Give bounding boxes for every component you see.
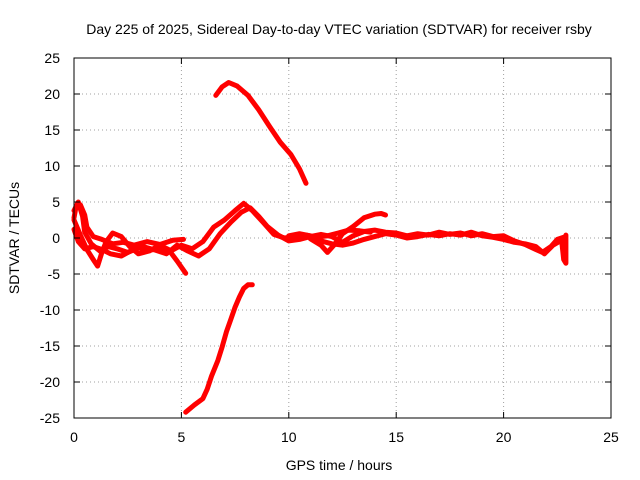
- x-tick-label: 25: [603, 429, 619, 445]
- y-tick-label: -15: [40, 338, 60, 354]
- y-tick-label: 5: [52, 194, 60, 210]
- series-layer: [71, 80, 569, 415]
- series-line-arc-c: [71, 205, 567, 259]
- x-tick-label: 5: [178, 429, 186, 445]
- series-line-arc-e: [286, 229, 569, 266]
- y-tick-label: -20: [40, 374, 60, 390]
- series-line-arc-b: [71, 217, 189, 276]
- y-tick-label: -10: [40, 302, 60, 318]
- y-tick-label: 15: [44, 122, 60, 138]
- y-tick-label: -25: [40, 410, 60, 426]
- x-tick-label: 20: [496, 429, 512, 445]
- y-tick-label: 0: [52, 230, 60, 246]
- x-tick-label: 10: [281, 429, 297, 445]
- grid-layer: [74, 58, 611, 418]
- tick-layer: 0 5 10 15 20 25 -25 -20 -15 -10 -5 0 5 10 15 20 25: [40, 50, 619, 445]
- x-tick-label: 0: [70, 429, 78, 445]
- y-tick-label: 10: [44, 158, 60, 174]
- y-tick-label: 25: [44, 50, 60, 66]
- series-line-arc-lower-low: [183, 282, 255, 415]
- series-line-arc-upper-high: [213, 80, 309, 186]
- series-line-arc-f: [307, 211, 388, 255]
- x-tick-label: 15: [388, 429, 404, 445]
- chart-title: Day 225 of 2025, Sidereal Day-to-day VTE…: [86, 21, 592, 37]
- x-axis-label: GPS time / hours: [286, 457, 393, 473]
- series-line-arc-d: [71, 202, 186, 248]
- y-tick-label: -5: [48, 266, 61, 282]
- y-axis-label: SDTVAR / TECUs: [6, 182, 22, 294]
- y-tick-label: 20: [44, 86, 60, 102]
